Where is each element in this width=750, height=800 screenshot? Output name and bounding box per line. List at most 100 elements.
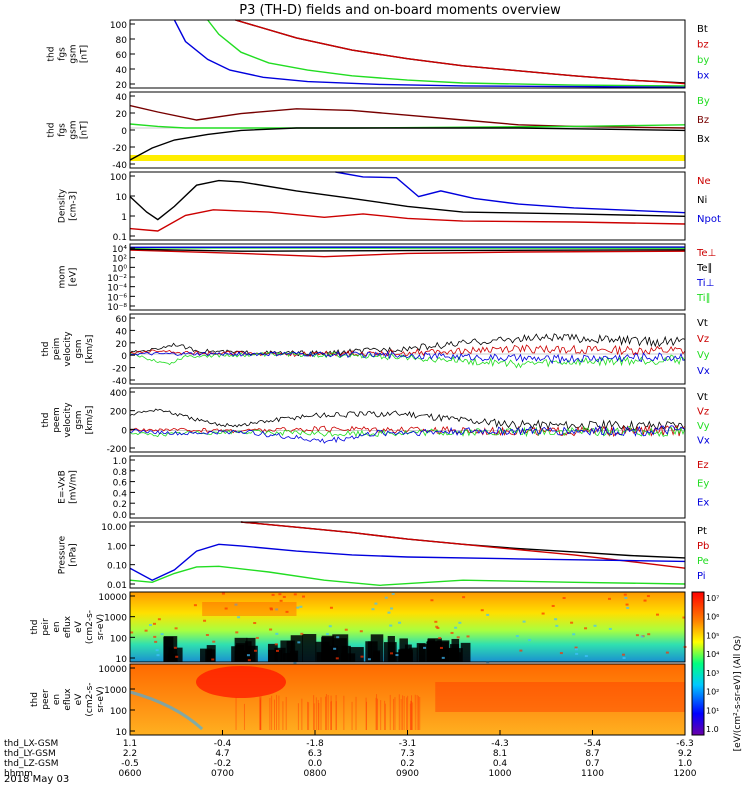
peir-dark-block [283,653,297,662]
peir-speckle [269,607,273,610]
y-tick-label: 10⁻² [107,274,127,284]
peir-speckle [626,606,630,609]
peir-speckle [570,621,574,624]
y-tick-label: 10.00 [101,523,127,533]
peir-dark-block [163,636,174,662]
peir-speckle [153,635,157,638]
x-tick-value: -0.5 [121,759,139,769]
x-tick-value: 0.7 [585,759,599,769]
pressure-series-Pi [129,543,686,581]
peir-speckle [296,606,300,609]
panel-density: 100 10 1 0.1 Density [cm-3] Ne Ni Npot [58,171,721,243]
legend-entry: By [697,96,710,107]
x-tick-value: 0800 [304,769,327,779]
legend-entry: Vz [697,407,709,418]
legend-entry: Ti⊥ [696,278,714,289]
y-tick-label: -20 [112,144,127,154]
peir-speckle [205,633,209,636]
peir-speckle [279,599,283,602]
x-tick-value: -4.3 [491,739,509,749]
y-tick-label: 100 [110,634,127,644]
y-axis-label: thd [41,413,51,428]
y-tick-label: 1000 [104,686,127,696]
y-axis-label: gsm [74,339,84,358]
legend-entry: Npot [697,214,721,225]
colorbar-label: [eV/(cm²-s-sr-eV)] (All Qs) [733,636,743,752]
y-tick-label: 1 [121,213,127,223]
legend-entry: bz [697,40,709,51]
y-axis-label: gsm [69,44,79,63]
peim-velocity-series-Vx [129,350,686,365]
y-axis-label: peer [41,689,51,710]
peir-speckle [130,631,134,634]
peir-speckle [344,628,348,631]
peir-dark-block [302,634,317,662]
peir-speckle [152,622,156,625]
legend-entry: Vy [697,350,710,361]
peim-velocity-series-Vt [129,333,686,357]
y-tick-label: 20 [116,110,128,120]
y-axis-label: sr-eV) [96,614,106,640]
y-tick-label: -200 [107,445,128,455]
y-tick-label: 10⁻⁶ [107,293,127,303]
colorbar-tick: 10⁴ [706,650,719,659]
peir-speckle [551,604,555,607]
peir-speckle [454,626,458,629]
colorbar-tick: 10¹ [706,706,719,715]
peir-speckle [656,613,660,616]
x-tick-value: 0.4 [493,759,508,769]
peir-speckle [554,618,558,621]
date-label: 2018 May 03 [4,774,69,785]
legend-entry: Vx [697,366,710,377]
legend-entry: Ey [697,479,709,490]
y-tick-label: 0 [121,127,127,137]
y-tick-label: 0 [121,352,127,362]
y-axis-label: sr-eV) [96,686,106,712]
peir-speckle [371,608,375,611]
y-axis-label: [mV/m] [69,470,79,504]
peir-speckle [156,654,160,657]
peir-dark-block [246,637,256,662]
peem-velocity-frame [129,387,686,453]
y-axis-label: velocity [63,402,73,438]
peir-speckle [157,618,161,621]
pressure-series-Pe [129,565,686,587]
x-row-label: thd_LX-GSM [4,739,58,749]
peir-speckle [390,607,394,610]
peir-speckle [374,602,378,605]
peir-speckle [574,648,578,651]
peir-speckle [635,634,639,637]
peir-speckle [555,624,559,627]
e-field-frame [129,455,686,519]
y-tick-label: 0 [121,426,127,436]
peir-speckle [562,596,566,599]
x-tick-value: 0600 [119,769,142,779]
peir-dark-block [460,642,471,662]
legend-entry: Ex [697,497,709,508]
y-tick-label: 100 [110,21,127,31]
x-tick-value: 1000 [489,769,512,779]
peir-speckle [336,636,340,639]
peir-speckle [175,655,179,658]
peir-speckle [462,596,466,599]
legend-entry: Vz [697,334,709,345]
peir-speckle [387,611,391,614]
legend-entry: Pi [697,571,706,582]
fgs-total-series-Bt [235,19,686,84]
peir-dark-block [409,647,418,662]
y-tick-label: 60 [116,315,128,325]
y-tick-label: 100 [110,707,127,717]
peir-speckle [608,627,612,630]
y-tick-label: -40 [112,377,127,387]
peir-speckle [450,631,454,634]
legend-entry: bx [697,71,709,82]
y-axis-label: (cm2-s- [85,610,95,644]
peir-speckle [682,616,686,619]
peir-speckle [574,646,578,649]
y-axis-label: [cm-3] [69,191,79,221]
peir-dark-block [367,641,378,662]
peir-speckle [398,621,402,624]
peir-speckle [293,661,297,664]
peir-speckle [423,646,427,649]
peir-speckle [325,633,329,636]
